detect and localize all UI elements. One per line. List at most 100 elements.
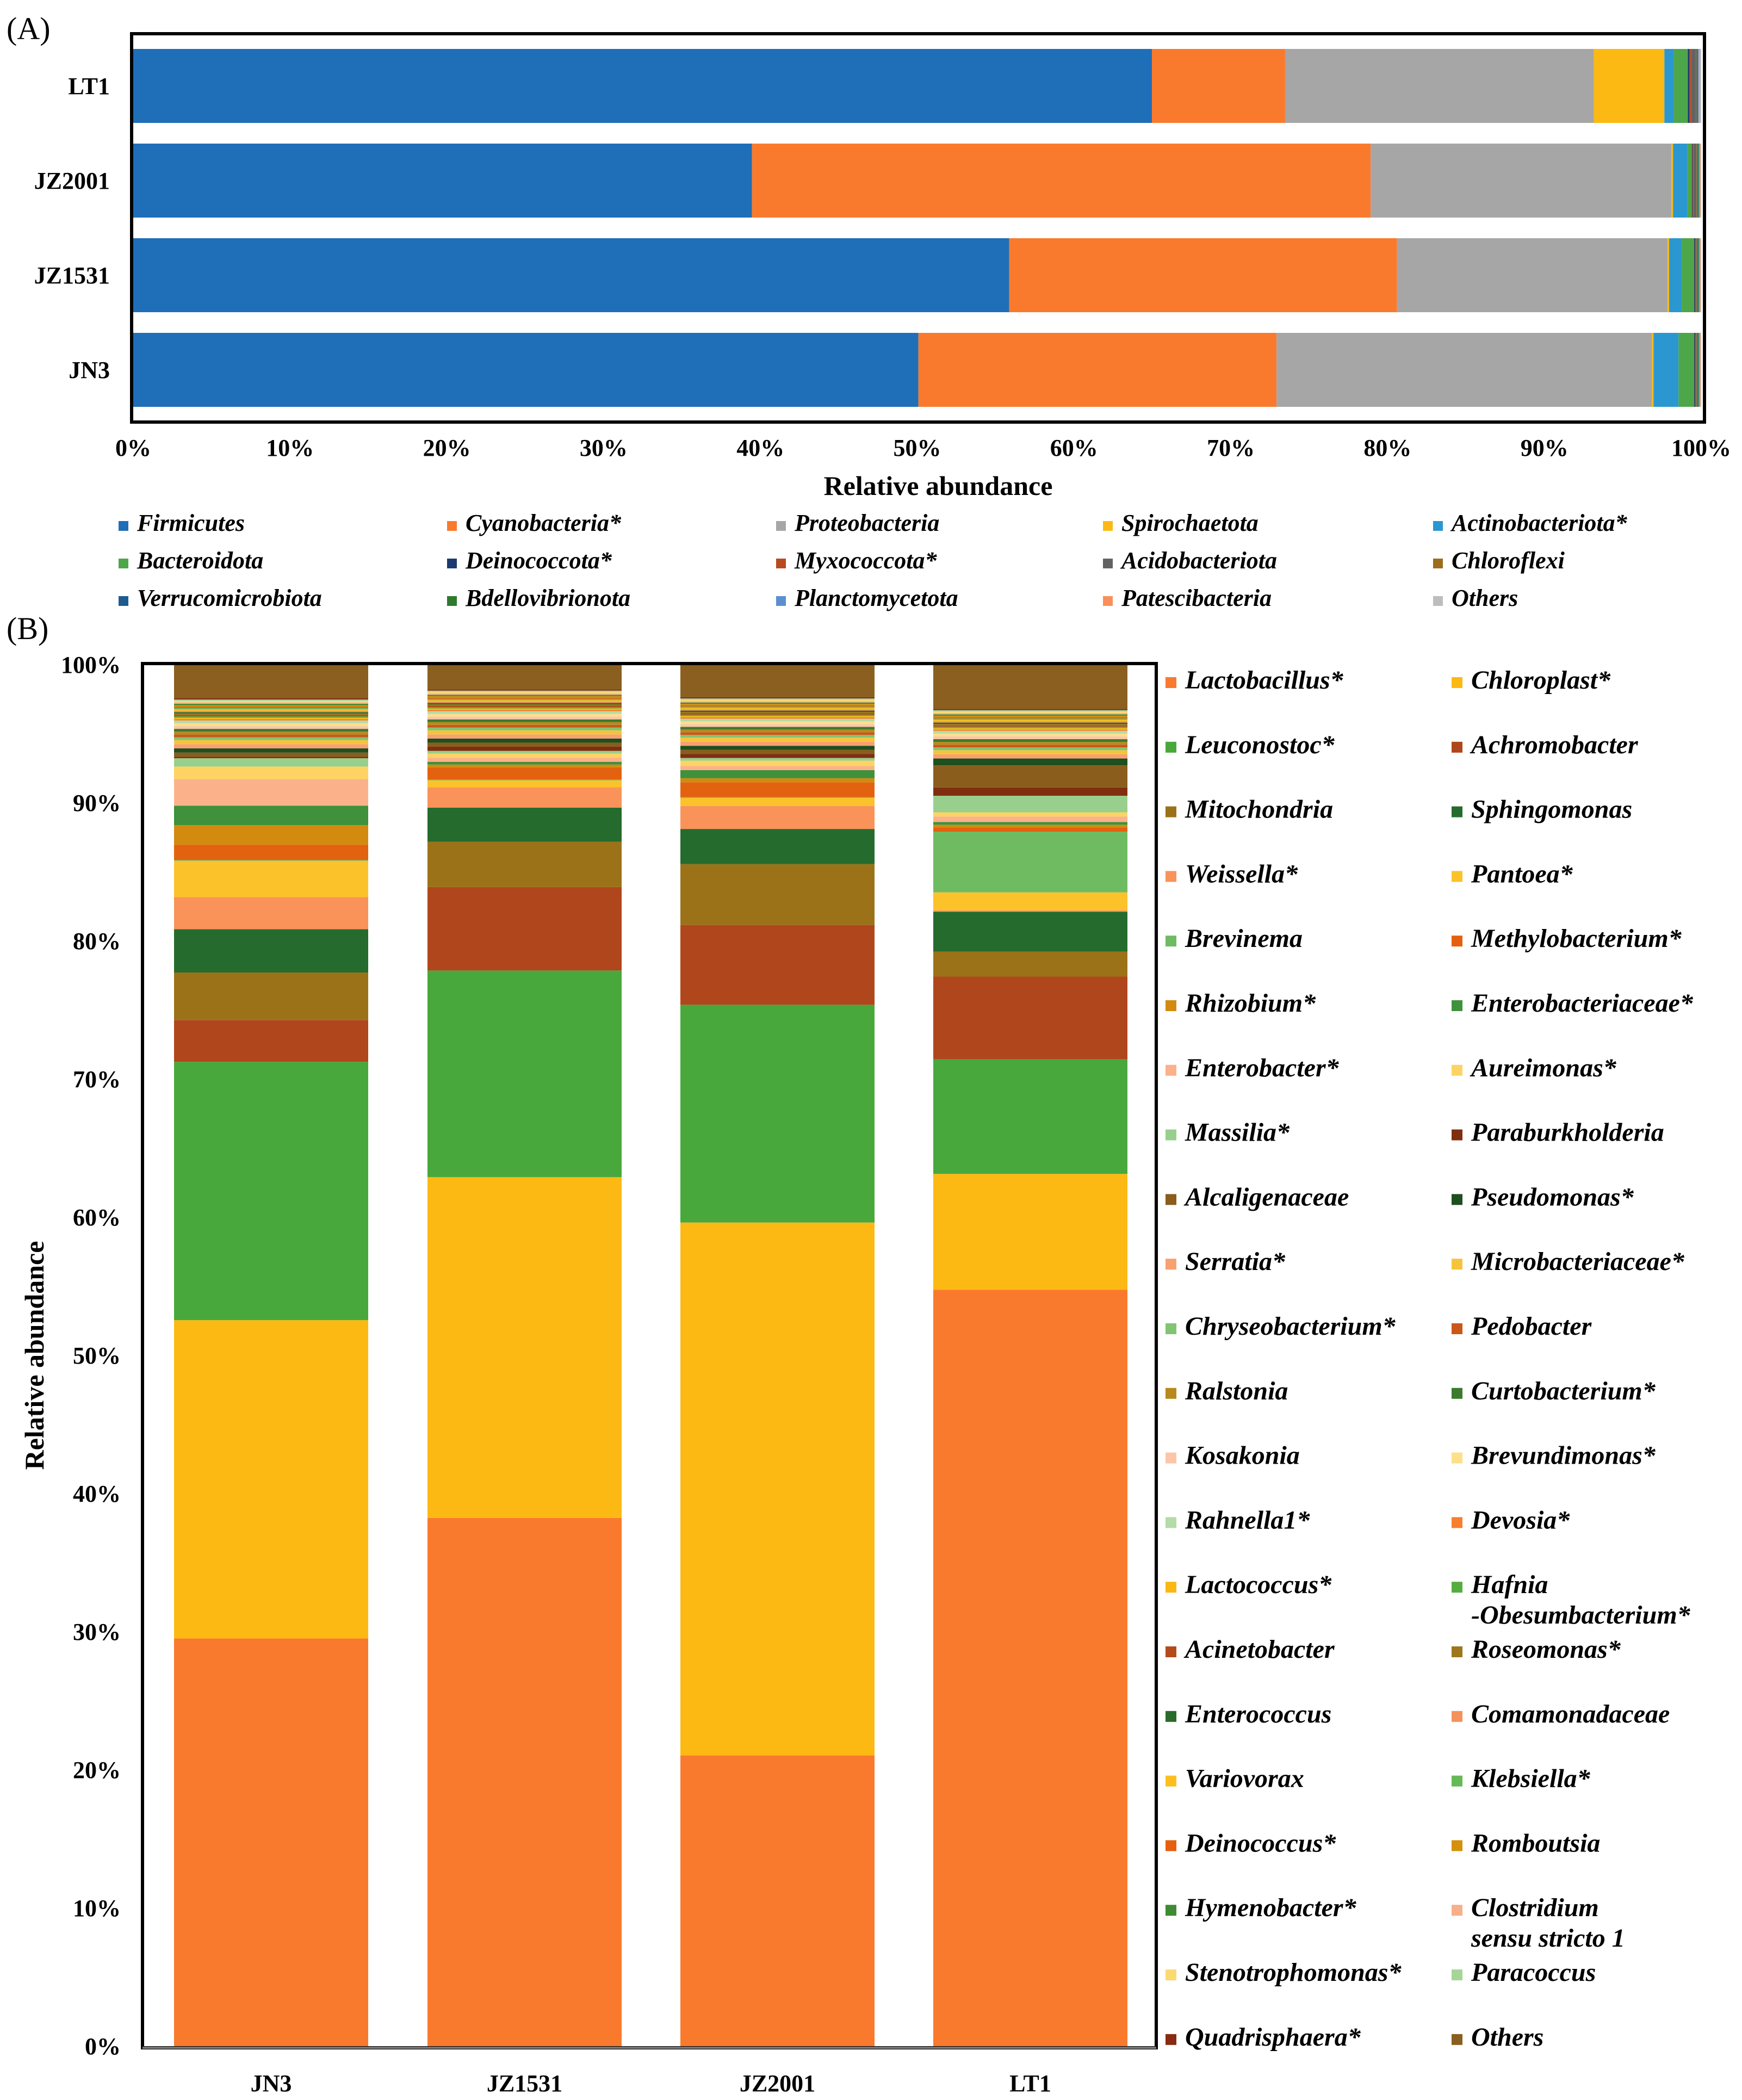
legend-label-acinetobacter: Acinetobacter xyxy=(1183,1635,1335,1664)
bar-b-lt1-pedobacter xyxy=(933,745,1127,748)
legend-swatch-bdellovibrionota xyxy=(447,596,457,606)
bar-b-lt1-clostridium-sensu-stricto-1 xyxy=(933,713,1127,715)
bar-b-lt1-achromobacter xyxy=(933,976,1127,1060)
bar-b-jz2001-romboutsia xyxy=(680,704,875,705)
bar-b-jn3-serratia xyxy=(174,744,368,749)
bar-b-jz1531-chryseobacterium xyxy=(427,727,622,730)
bar-b-jn3-weissella xyxy=(174,897,368,930)
legend-label-comamonadaceae: Comamonadaceae xyxy=(1471,1700,1670,1729)
bar-b-jz1531-brevinema xyxy=(427,779,622,780)
bar-b-jz2001-pantoea xyxy=(680,797,875,806)
panel-a-label: (A) xyxy=(7,11,51,46)
legend-swatch-hymenobacter xyxy=(1166,1905,1176,1916)
legend-label-brevundimonas: Brevundimonas* xyxy=(1471,1441,1656,1470)
bar-b-lt1-paracoccus xyxy=(933,710,1127,712)
bar-b-jz2001-mitochondria xyxy=(680,864,875,925)
legend-swatch-hafnia-obesumbacterium xyxy=(1452,1582,1462,1593)
bar-b-jn3-pantoea xyxy=(174,860,368,897)
bar-b-jz1531-mitochondria xyxy=(427,841,622,887)
legend-swatch-enterobacter xyxy=(1166,1064,1176,1076)
bar-b-jn3-klebsiella xyxy=(174,708,368,710)
bar-b-jz1531-romboutsia xyxy=(427,696,622,698)
bar-a-jz1531-verrucomicrobiota xyxy=(1697,238,1698,312)
y-tick-label: 80% xyxy=(73,928,121,955)
bar-b-jn3-enterococcus xyxy=(174,712,368,714)
y-tick-label: 30% xyxy=(73,1619,121,1645)
bar-a-jn3-proteobacteria xyxy=(1276,333,1652,407)
legend-label-bacteroidota: Bacteroidota xyxy=(137,547,263,574)
bar-a-jz1531-planctomycetota xyxy=(1698,238,1700,312)
legend-label-clostridium-sensu-stricto-1: Clostridium xyxy=(1471,1893,1599,1922)
legend-label-actinobacteriota: Actinobacteriota* xyxy=(1450,510,1628,536)
bar-b-jn3-methylobacterium xyxy=(174,845,368,860)
bar-b-jz2001-clostridium-sensu-stricto-1 xyxy=(680,701,875,703)
legend-swatch-methylobacterium xyxy=(1452,936,1462,947)
legend-label-alcaligenaceae: Alcaligenaceae xyxy=(1183,1182,1349,1211)
legend-label-lactobacillus: Lactobacillus* xyxy=(1185,666,1344,695)
bar-b-jz1531-lactobacillus xyxy=(427,1517,622,2046)
bar-a-lt1-actinobacteriota xyxy=(1664,49,1674,123)
bar-b-jz1531-deinococcus xyxy=(427,697,622,699)
panel-a-bars xyxy=(133,49,1701,407)
bar-b-jn3-chloroplast xyxy=(174,1320,368,1639)
bar-b-jz1531-hymenobacter xyxy=(427,695,622,696)
legend-label-enterobacter: Enterobacter* xyxy=(1185,1054,1340,1082)
bar-b-jn3-deinococcus xyxy=(174,707,368,708)
legend-swatch-romboutsia xyxy=(1452,1840,1462,1851)
legend-swatch-mitochondria xyxy=(1166,806,1176,817)
bar-a-jn3-cyanobacteria xyxy=(918,333,1277,407)
bar-b-lt1-quadrisphaera xyxy=(933,709,1127,710)
bar-b-jz1531-stenotrophomonas xyxy=(427,692,622,693)
legend-swatch-pantoea xyxy=(1452,871,1462,882)
legend-swatch-aureimonas xyxy=(1452,1064,1462,1076)
bar-b-jz2001-rhizobium xyxy=(680,778,875,783)
legend-label-deinococcota: Deinococcota* xyxy=(465,547,612,574)
bar-a-jn3-deinococcota xyxy=(1694,333,1695,407)
bar-b-jn3-roseomonas xyxy=(174,713,368,715)
bar-b-jz1531-ralstonia xyxy=(427,722,622,725)
bar-b-lt1-curtobacterium xyxy=(933,739,1127,742)
bar-b-jz1531-massilia xyxy=(427,751,622,754)
bar-b-jz2001-sphingomonas xyxy=(680,829,875,864)
legend-swatch-sphingomonas xyxy=(1452,806,1462,817)
bar-a-jn3-planctomycetota xyxy=(1698,333,1700,407)
bar-a-jz1531-cyanobacteria xyxy=(1009,238,1397,312)
x-tick-label: 10% xyxy=(266,435,314,461)
bar-b-jz1531-klebsiella xyxy=(427,698,622,701)
legend-swatch-curtobacterium xyxy=(1452,1387,1462,1399)
bar-b-jz1531-pseudomonas xyxy=(427,738,622,743)
bar-b-jn3-chryseobacterium xyxy=(174,737,368,740)
bar-b-jz2001-variovorax xyxy=(680,708,875,710)
bar-b-jn3-achromobacter xyxy=(174,1020,368,1062)
legend-swatch-spirochaetota xyxy=(1103,521,1113,531)
bar-b-lt1-aureimonas xyxy=(933,812,1127,817)
legend-swatch-acidobacteriota xyxy=(1103,559,1113,568)
legend-swatch-pseudomonas xyxy=(1452,1194,1462,1205)
bar-b-lt1-acinetobacter xyxy=(933,725,1127,727)
panel-b-y-axis-title: Relative abundance xyxy=(19,1241,49,1470)
legend-label-chloroplast: Chloroplast* xyxy=(1471,666,1611,695)
bar-b-lt1-microbacteriaceae xyxy=(933,750,1127,754)
bar-b-lt1-roseomonas xyxy=(933,724,1127,726)
bar-b-lt1-romboutsia xyxy=(933,715,1127,717)
bar-b-lt1-rahnella1 xyxy=(933,730,1127,734)
bar-b-jz1531-weissella xyxy=(427,787,622,808)
bar-b-jz2001-ralstonia xyxy=(680,729,875,733)
bar-b-jz2001-deinococcus xyxy=(680,705,875,707)
bar-b-jz2001-comamonadaceae xyxy=(680,709,875,711)
bar-a-jn3-actinobacteriota xyxy=(1653,333,1679,407)
panel-a-x-axis-title: Relative abundance xyxy=(824,470,1053,501)
bar-b-jn3-microbacteriaceae xyxy=(174,740,368,745)
bar-a-jz1531-spirochaetota xyxy=(1667,238,1670,312)
bar-b-jz1531-curtobacterium xyxy=(427,719,622,722)
bar-a-jz2001-proteobacteria xyxy=(1371,144,1672,218)
bar-b-jn3-rhizobium xyxy=(174,825,368,845)
legend-label-patescibacteria: Patescibacteria xyxy=(1121,585,1272,611)
bar-a-lt1-deinococcota xyxy=(1688,49,1690,123)
bar-b-jn3-lactococcus xyxy=(174,717,368,720)
bar-b-jz2001-quadrisphaera xyxy=(680,697,875,699)
legend-swatch-cyanobacteria xyxy=(447,521,457,531)
legend-label-leuconostoc: Leuconostoc* xyxy=(1185,730,1335,759)
bar-b-jz1531-rhizobium xyxy=(427,764,622,767)
legend-label-verrucomicrobiota: Verrucomicrobiota xyxy=(137,585,322,611)
